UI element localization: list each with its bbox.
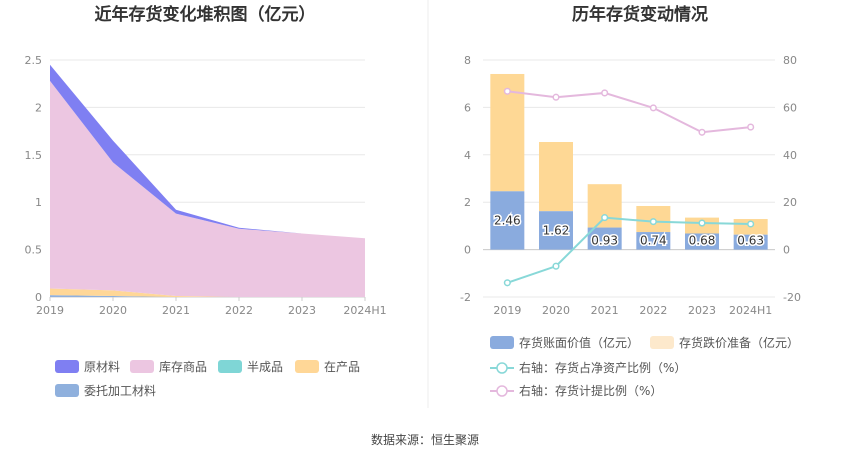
right-y-tick-label: 6 xyxy=(464,101,471,114)
right-x-tick-label: 2020 xyxy=(542,304,570,317)
left-chart: 近年存货变化堆积图（亿元） 2019 2020 2021 2022 2023 2024H1… xyxy=(25,4,387,398)
line-point-ratio xyxy=(698,219,706,227)
bar-book-value xyxy=(587,227,622,250)
right-y2-tick-label: 60 xyxy=(783,101,797,114)
area-consigned xyxy=(50,295,365,297)
bar-data-label: 2.46 xyxy=(494,213,521,227)
bar-book-value xyxy=(636,232,671,250)
right-y2-tick-label: 20 xyxy=(783,196,797,209)
line-provision xyxy=(507,90,751,134)
data-source-footer: 数据来源：恒生聚源 xyxy=(371,432,479,447)
legend-swatch-book-value xyxy=(490,336,514,349)
left-x-tick-label: 2021 xyxy=(162,304,190,317)
right-y2-tick-label: -20 xyxy=(783,291,801,304)
line-point-ratio xyxy=(747,220,755,228)
bar-data-label: 0.74 xyxy=(640,234,667,248)
area-finished-goods xyxy=(50,80,365,297)
left-y-tick-label: 2.5 xyxy=(25,54,43,67)
bar-book-value xyxy=(490,191,525,250)
legend-swatch-finished-goods xyxy=(130,360,154,373)
area-wip xyxy=(50,288,365,297)
left-y-tick-label: 2 xyxy=(35,101,42,114)
line-point-provision xyxy=(503,87,511,95)
line-point-provision xyxy=(747,123,755,131)
legend-label-semi-finished: 半成品 xyxy=(247,360,283,374)
right-chart: 历年存货变动情况 2.461.620.93 0.74 0.68 0.63 2019 20… xyxy=(460,4,801,398)
bar-book-value xyxy=(539,211,573,250)
legend-label-finished-goods: 库存商品 xyxy=(159,359,207,374)
right-y-tick-label: 2 xyxy=(464,196,471,209)
legend-label-ratio: 右轴：存货占净资产比例（%） xyxy=(519,360,686,375)
area-raw-material xyxy=(50,64,365,239)
left-x-tick-label: 2022 xyxy=(225,304,253,317)
line-ratio xyxy=(507,216,751,284)
right-x-tick-label: 2023 xyxy=(688,304,716,317)
right-chart-title: 历年存货变动情况 xyxy=(572,4,708,25)
bar-book-value xyxy=(733,234,768,250)
legend-label-raw-material: 原材料 xyxy=(84,360,120,374)
left-x-tick-label: 2024H1 xyxy=(343,304,386,317)
line-point-ratio xyxy=(552,262,560,270)
right-y-tick-label: 0 xyxy=(464,244,471,257)
left-y-tick-label: 1 xyxy=(35,196,42,209)
line-point-ratio xyxy=(601,214,609,222)
left-chart-title: 近年存货变化堆积图（亿元） xyxy=(95,4,316,25)
right-y-tick-label: 8 xyxy=(464,54,471,67)
right-x-tick-label: 2021 xyxy=(591,304,619,317)
line-point-ratio xyxy=(503,279,511,287)
legend-swatch-raw-material xyxy=(55,360,79,373)
right-y-tick-label: -2 xyxy=(460,291,471,304)
right-x-tick-label: 2022 xyxy=(639,304,667,317)
bar-data-label: 0.63 xyxy=(737,234,764,248)
legend-swatch-wip xyxy=(295,360,319,373)
line-point-provision xyxy=(552,93,560,101)
left-y-tick-label: 1.5 xyxy=(25,149,43,162)
left-x-tick-label: 2023 xyxy=(288,304,316,317)
bar-book-value xyxy=(685,233,719,250)
legend-label-provision-ratio: 右轴：存货计提比例（%） xyxy=(519,383,662,398)
legend-swatch-consigned xyxy=(55,384,79,397)
legend-label-provision: 存货跌价准备（亿元） xyxy=(679,335,799,350)
right-y2-tick-label: 0 xyxy=(783,244,790,257)
legend-label-book-value: 存货账面价值（亿元） xyxy=(519,335,639,350)
line-point-provision xyxy=(649,104,657,112)
legend-marker-provision-ratio xyxy=(496,385,508,397)
bar-data-label: 0.68 xyxy=(689,234,716,248)
right-y-tick-label: 4 xyxy=(464,149,471,162)
left-x-tick-label: 2020 xyxy=(99,304,127,317)
bar-provision xyxy=(539,142,573,212)
bar-data-label: 1.62 xyxy=(543,223,570,237)
left-y-tick-label: 0.5 xyxy=(25,244,43,257)
right-x-tick-label: 2024H1 xyxy=(729,304,772,317)
legend-label-wip: 在产品 xyxy=(324,360,360,374)
right-x-tick-label: 2019 xyxy=(493,304,521,317)
left-y-tick-label: 0 xyxy=(35,291,42,304)
legend-label-consigned: 委托加工材料 xyxy=(84,384,156,398)
bar-data-label: 0.93 xyxy=(591,234,618,248)
right-y2-tick-label: 40 xyxy=(783,149,797,162)
right-y2-tick-label: 80 xyxy=(783,54,797,67)
legend-swatch-provision xyxy=(650,336,674,349)
left-x-tick-label: 2019 xyxy=(36,304,64,317)
legend-marker-ratio xyxy=(496,362,508,374)
line-point-provision xyxy=(698,128,706,136)
line-point-provision xyxy=(601,89,609,97)
line-point-ratio xyxy=(649,218,657,226)
legend-swatch-semi-finished xyxy=(218,360,242,373)
